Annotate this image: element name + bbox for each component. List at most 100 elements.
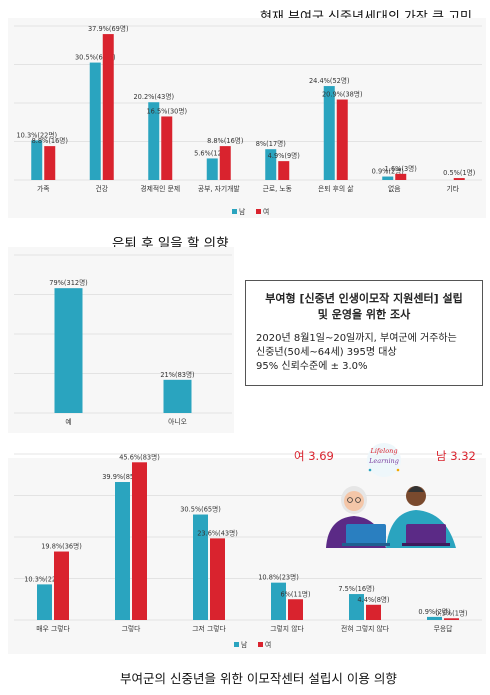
bar — [336, 99, 348, 180]
category-label: 은퇴 후의 삶 — [318, 184, 354, 193]
data-label: 1.6%(3명) — [385, 164, 417, 173]
category-label: 예 — [65, 417, 71, 426]
bar — [44, 146, 56, 180]
survey-period: 2020년 8월1일~20일까지, 부여군에 거주하는 — [256, 333, 457, 344]
bar — [323, 86, 335, 180]
female-score: 여 3.69 — [294, 449, 334, 463]
data-label: 8.8%(16명) — [207, 136, 243, 145]
legend-label: 남 — [239, 207, 246, 216]
legend-label: 여 — [263, 207, 269, 216]
bar — [453, 178, 465, 180]
bar — [37, 584, 52, 620]
bar — [444, 618, 459, 620]
bar — [366, 604, 381, 620]
chart-panel — [8, 18, 486, 218]
category-label: 아니오 — [168, 417, 187, 426]
category-label: 그저 그렇다 — [192, 624, 226, 633]
legend-label: 여 — [265, 640, 271, 649]
bar — [206, 158, 218, 180]
bar — [395, 173, 407, 180]
data-label: 0.5%(1명) — [435, 608, 467, 617]
data-label: 8.8%(16명) — [32, 136, 68, 145]
survey-title: 부여형 [신중년 인생이모작 지원센터] 설립 및 운영을 위한 조사 — [265, 292, 463, 321]
data-label: 45.6%(83명) — [119, 452, 160, 461]
data-label: 4.4%(8명) — [357, 595, 389, 604]
bar — [161, 116, 173, 180]
category-label: 공부, 자기개발 — [198, 184, 240, 193]
category-label: 전혀 그렇지 않다 — [341, 624, 390, 633]
survey-confidence: 95% 신뢰수준에 ± 3.0% — [256, 361, 368, 372]
bar — [382, 176, 394, 180]
bar — [132, 462, 147, 620]
bar — [265, 149, 277, 180]
data-label: 30.5%(65명) — [180, 505, 221, 514]
data-label: 5.6%(12명) — [194, 148, 230, 157]
data-label: 10.3%(22명) — [24, 574, 65, 583]
chart-panel — [8, 247, 234, 433]
data-label: 0.5%(1명) — [443, 168, 475, 177]
legend-swatch — [258, 642, 263, 647]
data-label: 20.2%(43명) — [133, 92, 174, 101]
data-label: 19.8%(36명) — [41, 542, 82, 551]
data-label: 7.5%(16명) — [338, 584, 374, 593]
category-label: 매우 그렇다 — [36, 624, 70, 633]
data-label: 10.3%(22명) — [16, 130, 57, 139]
bar — [349, 594, 364, 620]
bar — [219, 146, 231, 180]
lifelong-learning-illustration: 여 3.69 남 3.32 Lifelong Learning — [294, 443, 476, 548]
category-label: 없음 — [388, 185, 401, 193]
data-label: 79%(312명) — [49, 278, 87, 287]
legend-swatch — [232, 209, 237, 214]
bar — [54, 288, 83, 413]
category-label: 근로, 노동 — [263, 185, 292, 193]
bar — [288, 599, 303, 620]
bar — [163, 379, 192, 413]
bar — [102, 34, 114, 181]
data-label: 30.5%(65명) — [75, 53, 116, 62]
data-label: 21%(83명) — [160, 370, 194, 379]
lettering-badge: Lifelong Learning — [367, 443, 401, 477]
bar — [54, 551, 69, 620]
survey-info-box: 부여형 [신중년 인생이모작 지원센터] 설립 및 운영을 위한 조사 2020… — [245, 280, 483, 386]
legend-swatch — [256, 209, 261, 214]
survey-sample: 신중년(50세~64세) 395명 대상 — [256, 347, 397, 358]
bar — [271, 582, 286, 620]
legend-swatch — [234, 642, 239, 647]
data-label: 23.6%(43명) — [197, 528, 238, 537]
category-label: 기타 — [446, 184, 459, 193]
bar — [31, 140, 43, 180]
category-label: 건강 — [95, 184, 108, 193]
data-label: 10.8%(23명) — [258, 573, 299, 582]
data-label: 37.9%(69명) — [88, 24, 129, 33]
male-score: 남 3.32 — [436, 449, 476, 463]
bar — [210, 538, 225, 620]
bar — [115, 482, 130, 620]
chart-panel — [8, 458, 486, 654]
center-chart-title: 부여군의 신중년을 위한 이모작센터 설립시 이용 의향 — [120, 671, 397, 686]
retire-bar-chart: 79%(312명) 예 21%(83명) 아니오 — [8, 247, 234, 433]
data-label: 8%(17명) — [256, 139, 286, 148]
category-label: 무응답 — [434, 625, 453, 633]
bar — [278, 161, 290, 180]
bar — [89, 62, 101, 181]
bar — [148, 102, 160, 180]
category-label: 가족 — [37, 184, 50, 193]
data-label: 16.5%(30명) — [146, 106, 187, 115]
data-label: 39.9%(85명) — [102, 472, 143, 481]
center-bar-chart: 10.3%(22명) 19.8%(36명) 매우 그렇다 39.9%(85명) 45.6… — [8, 452, 486, 654]
data-label: 0.9%(2명) — [418, 607, 450, 616]
concern-bar-chart: 10.3%(22명)8.8%(16명)가족30.5%(65명)37.9%(69명… — [8, 18, 486, 218]
category-label: 그렇지 않다 — [270, 624, 304, 633]
data-label: 4.9%(9명) — [268, 151, 300, 160]
legend-label: 남 — [241, 640, 248, 649]
data-label: 0.9%(2명) — [372, 167, 404, 176]
lettering-text: Lifelong — [370, 447, 398, 455]
people-with-laptops — [326, 486, 456, 548]
category-label: 그렇다 — [122, 624, 142, 633]
data-label: 6%(11명) — [280, 589, 310, 598]
bar — [427, 616, 442, 620]
svg-text:Learning: Learning — [368, 457, 399, 465]
category-label: 경제적인 문제 — [140, 184, 180, 193]
data-label: 20.9%(38명) — [322, 90, 363, 99]
data-label: 24.4%(52명) — [309, 76, 350, 85]
